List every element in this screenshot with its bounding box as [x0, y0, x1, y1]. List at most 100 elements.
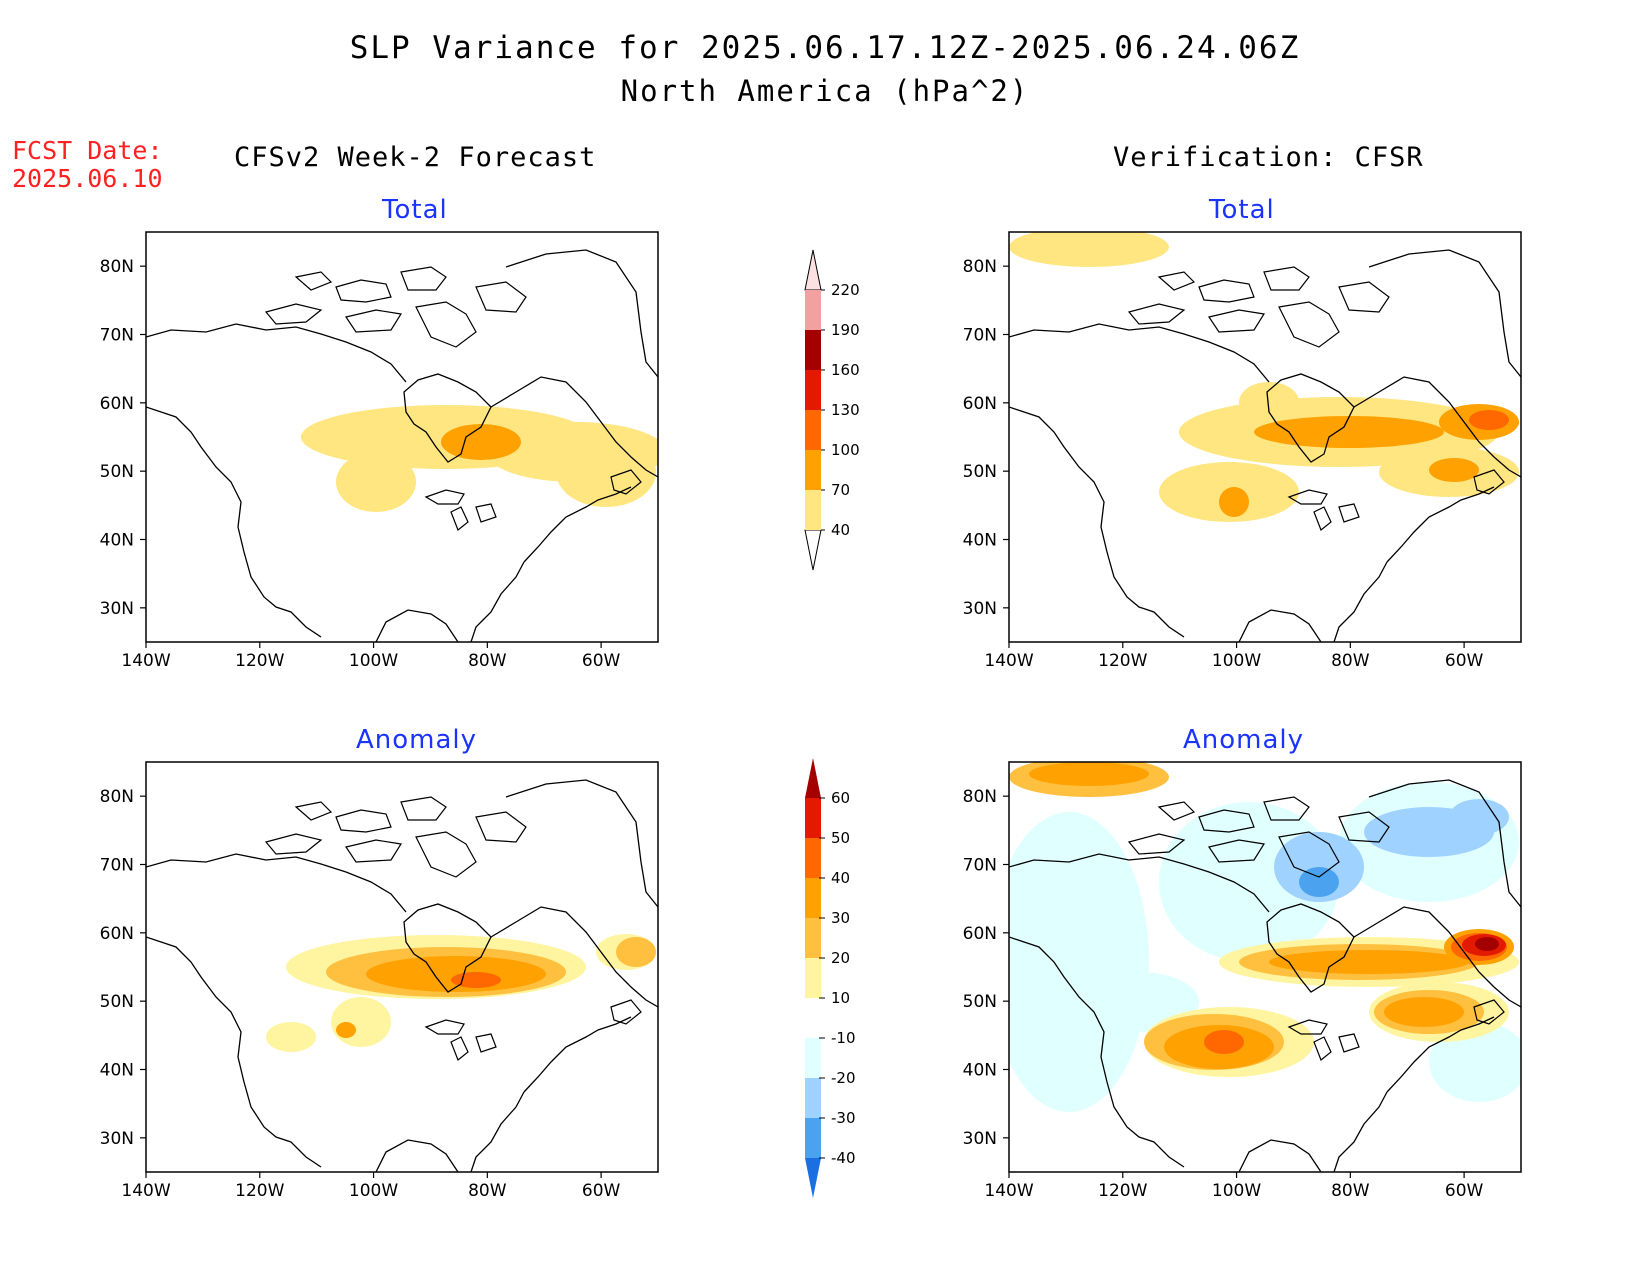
colorbar-swatch — [805, 918, 821, 958]
map-panel-bottom-left: 80N 70N 60N 50N 40N 30N 140W 120W 100W 80W 60W — [100, 761, 659, 1201]
main-title: SLP Variance for 2025.06.17.12Z-2025.06.… — [349, 30, 1301, 66]
contour-fill — [1429, 458, 1479, 482]
map-panel-bottom-right: 80N 70N 60N 50N 40N 30N 140W 120W 100W 80W 60W — [963, 761, 1522, 1201]
lon-tick-label: 120W — [1098, 1181, 1147, 1201]
colorbar-label: 20 — [831, 949, 850, 967]
lon-tick-label: 60W — [1445, 1181, 1484, 1201]
colorbar-swatch — [805, 450, 821, 490]
contour-fill — [1469, 410, 1509, 430]
contour-fill — [1449, 799, 1509, 835]
lon-tick-label: 80W — [468, 1181, 507, 1201]
contour-fill — [1254, 416, 1444, 448]
top-right-panel-title: Total — [1209, 195, 1275, 225]
lat-tick-label: 30N — [963, 1129, 997, 1149]
lat-tick-label: 80N — [963, 257, 997, 277]
lat-tick-label: 30N — [100, 1129, 134, 1149]
lon-tick-label: 100W — [349, 1181, 398, 1201]
contour-fill — [1219, 487, 1249, 517]
lat-tick-label: 60N — [100, 924, 134, 944]
contour-fill — [336, 452, 416, 512]
lon-tick-label: 140W — [121, 1181, 170, 1201]
colorbar-swatch — [805, 878, 821, 918]
colorbar-label: 50 — [831, 829, 850, 847]
shaded-field — [1009, 232, 1519, 522]
shaded-field — [266, 934, 656, 1052]
colorbar-swatch — [805, 1078, 821, 1118]
left-column-title: CFSv2 Week-2 Forecast — [234, 142, 597, 173]
colorbar-label: 10 — [831, 989, 850, 1007]
lon-tick-label: 60W — [582, 651, 621, 671]
lat-tick-label: 80N — [963, 787, 997, 807]
map-frame — [1008, 761, 1522, 1173]
anomaly-colorbar: 60 50 40 30 20 10 -10 -20 -30 -40 — [805, 758, 856, 1198]
map-frame — [1008, 231, 1522, 643]
colorbar-swatch — [805, 838, 821, 878]
lon-tick-label: 100W — [349, 651, 398, 671]
contour-fill — [336, 1022, 356, 1038]
subtitle: North America (hPa^2) — [620, 74, 1030, 108]
fcst-date: 2025.06.10 — [12, 164, 163, 193]
lon-tick-label: 80W — [468, 651, 507, 671]
map-frame — [145, 761, 659, 1173]
lon-tick-label: 140W — [984, 1181, 1033, 1201]
colorbar-label: 40 — [831, 521, 850, 539]
contour-fill — [441, 424, 521, 460]
colorbar-swatch — [805, 330, 821, 370]
lon-tick-label: 120W — [1098, 651, 1147, 671]
shaded-field — [1009, 762, 1521, 1112]
colorbar-swatch — [805, 490, 821, 530]
lon-tick-label: 80W — [1331, 1181, 1370, 1201]
contour-fill — [556, 437, 656, 507]
colorbar-label: -10 — [831, 1029, 856, 1047]
lat-tick-label: 70N — [100, 326, 134, 346]
lat-tick-label: 30N — [100, 599, 134, 619]
colorbar-swatch — [805, 290, 821, 330]
bottom-left-panel-title: Anomaly — [356, 725, 478, 755]
lon-tick-label: 100W — [1212, 1181, 1261, 1201]
contour-fill — [1269, 950, 1469, 974]
map-panel-top-right: 80N 70N 60N 50N 40N 30N 140W 120W 100W 80W 60W — [963, 231, 1522, 671]
contour-fill — [1079, 972, 1199, 1032]
colorbar-swatch — [805, 1158, 821, 1198]
colorbar-swatch — [805, 410, 821, 450]
colorbar-label: 30 — [831, 909, 850, 927]
contour-fill — [266, 1022, 316, 1052]
lon-tick-label: 80W — [1331, 651, 1370, 671]
lat-tick-label: 30N — [963, 599, 997, 619]
fcst-date-block: FCST Date: 2025.06.10 — [12, 137, 163, 193]
lat-tick-label: 80N — [100, 787, 134, 807]
contour-fill — [1009, 812, 1149, 1112]
right-column-title: Verification: CFSR — [1113, 142, 1424, 173]
lon-tick-label: 120W — [235, 651, 284, 671]
lat-tick-label: 70N — [963, 856, 997, 876]
contour-fill — [1429, 1022, 1521, 1102]
lat-tick-label: 70N — [100, 856, 134, 876]
colorbar-label: 190 — [831, 321, 860, 339]
contour-fill — [1475, 937, 1499, 951]
contour-fill — [366, 956, 546, 992]
colorbar-label: 100 — [831, 441, 860, 459]
fcst-label: FCST Date: — [12, 136, 163, 165]
colorbar-swatch — [805, 1038, 821, 1078]
colorbar-label: -40 — [831, 1149, 856, 1167]
bottom-right-panel-title: Anomaly — [1183, 725, 1305, 755]
lat-tick-label: 40N — [100, 1061, 134, 1081]
lat-tick-label: 50N — [963, 462, 997, 482]
colorbar-label: 70 — [831, 481, 850, 499]
colorbar-swatch — [805, 370, 821, 410]
map-panel-top-left: 80N 70N 60N 50N 40N 30N 140W 120W 100W 80W 60W — [100, 231, 659, 671]
contour-fill — [1239, 382, 1299, 422]
lon-tick-label: 60W — [1445, 651, 1484, 671]
lat-tick-label: 60N — [100, 394, 134, 414]
colorbar-label: 220 — [831, 281, 860, 299]
colorbar-label: -30 — [831, 1109, 856, 1127]
lon-tick-label: 60W — [582, 1181, 621, 1201]
contour-fill — [1009, 232, 1169, 267]
lon-tick-label: 140W — [121, 651, 170, 671]
lat-tick-label: 40N — [100, 531, 134, 551]
contour-fill — [1384, 997, 1464, 1027]
colorbar-swatch — [805, 958, 821, 998]
lat-tick-label: 70N — [963, 326, 997, 346]
total-colorbar: 40 70 100 130 160 190 220 — [804, 249, 860, 571]
